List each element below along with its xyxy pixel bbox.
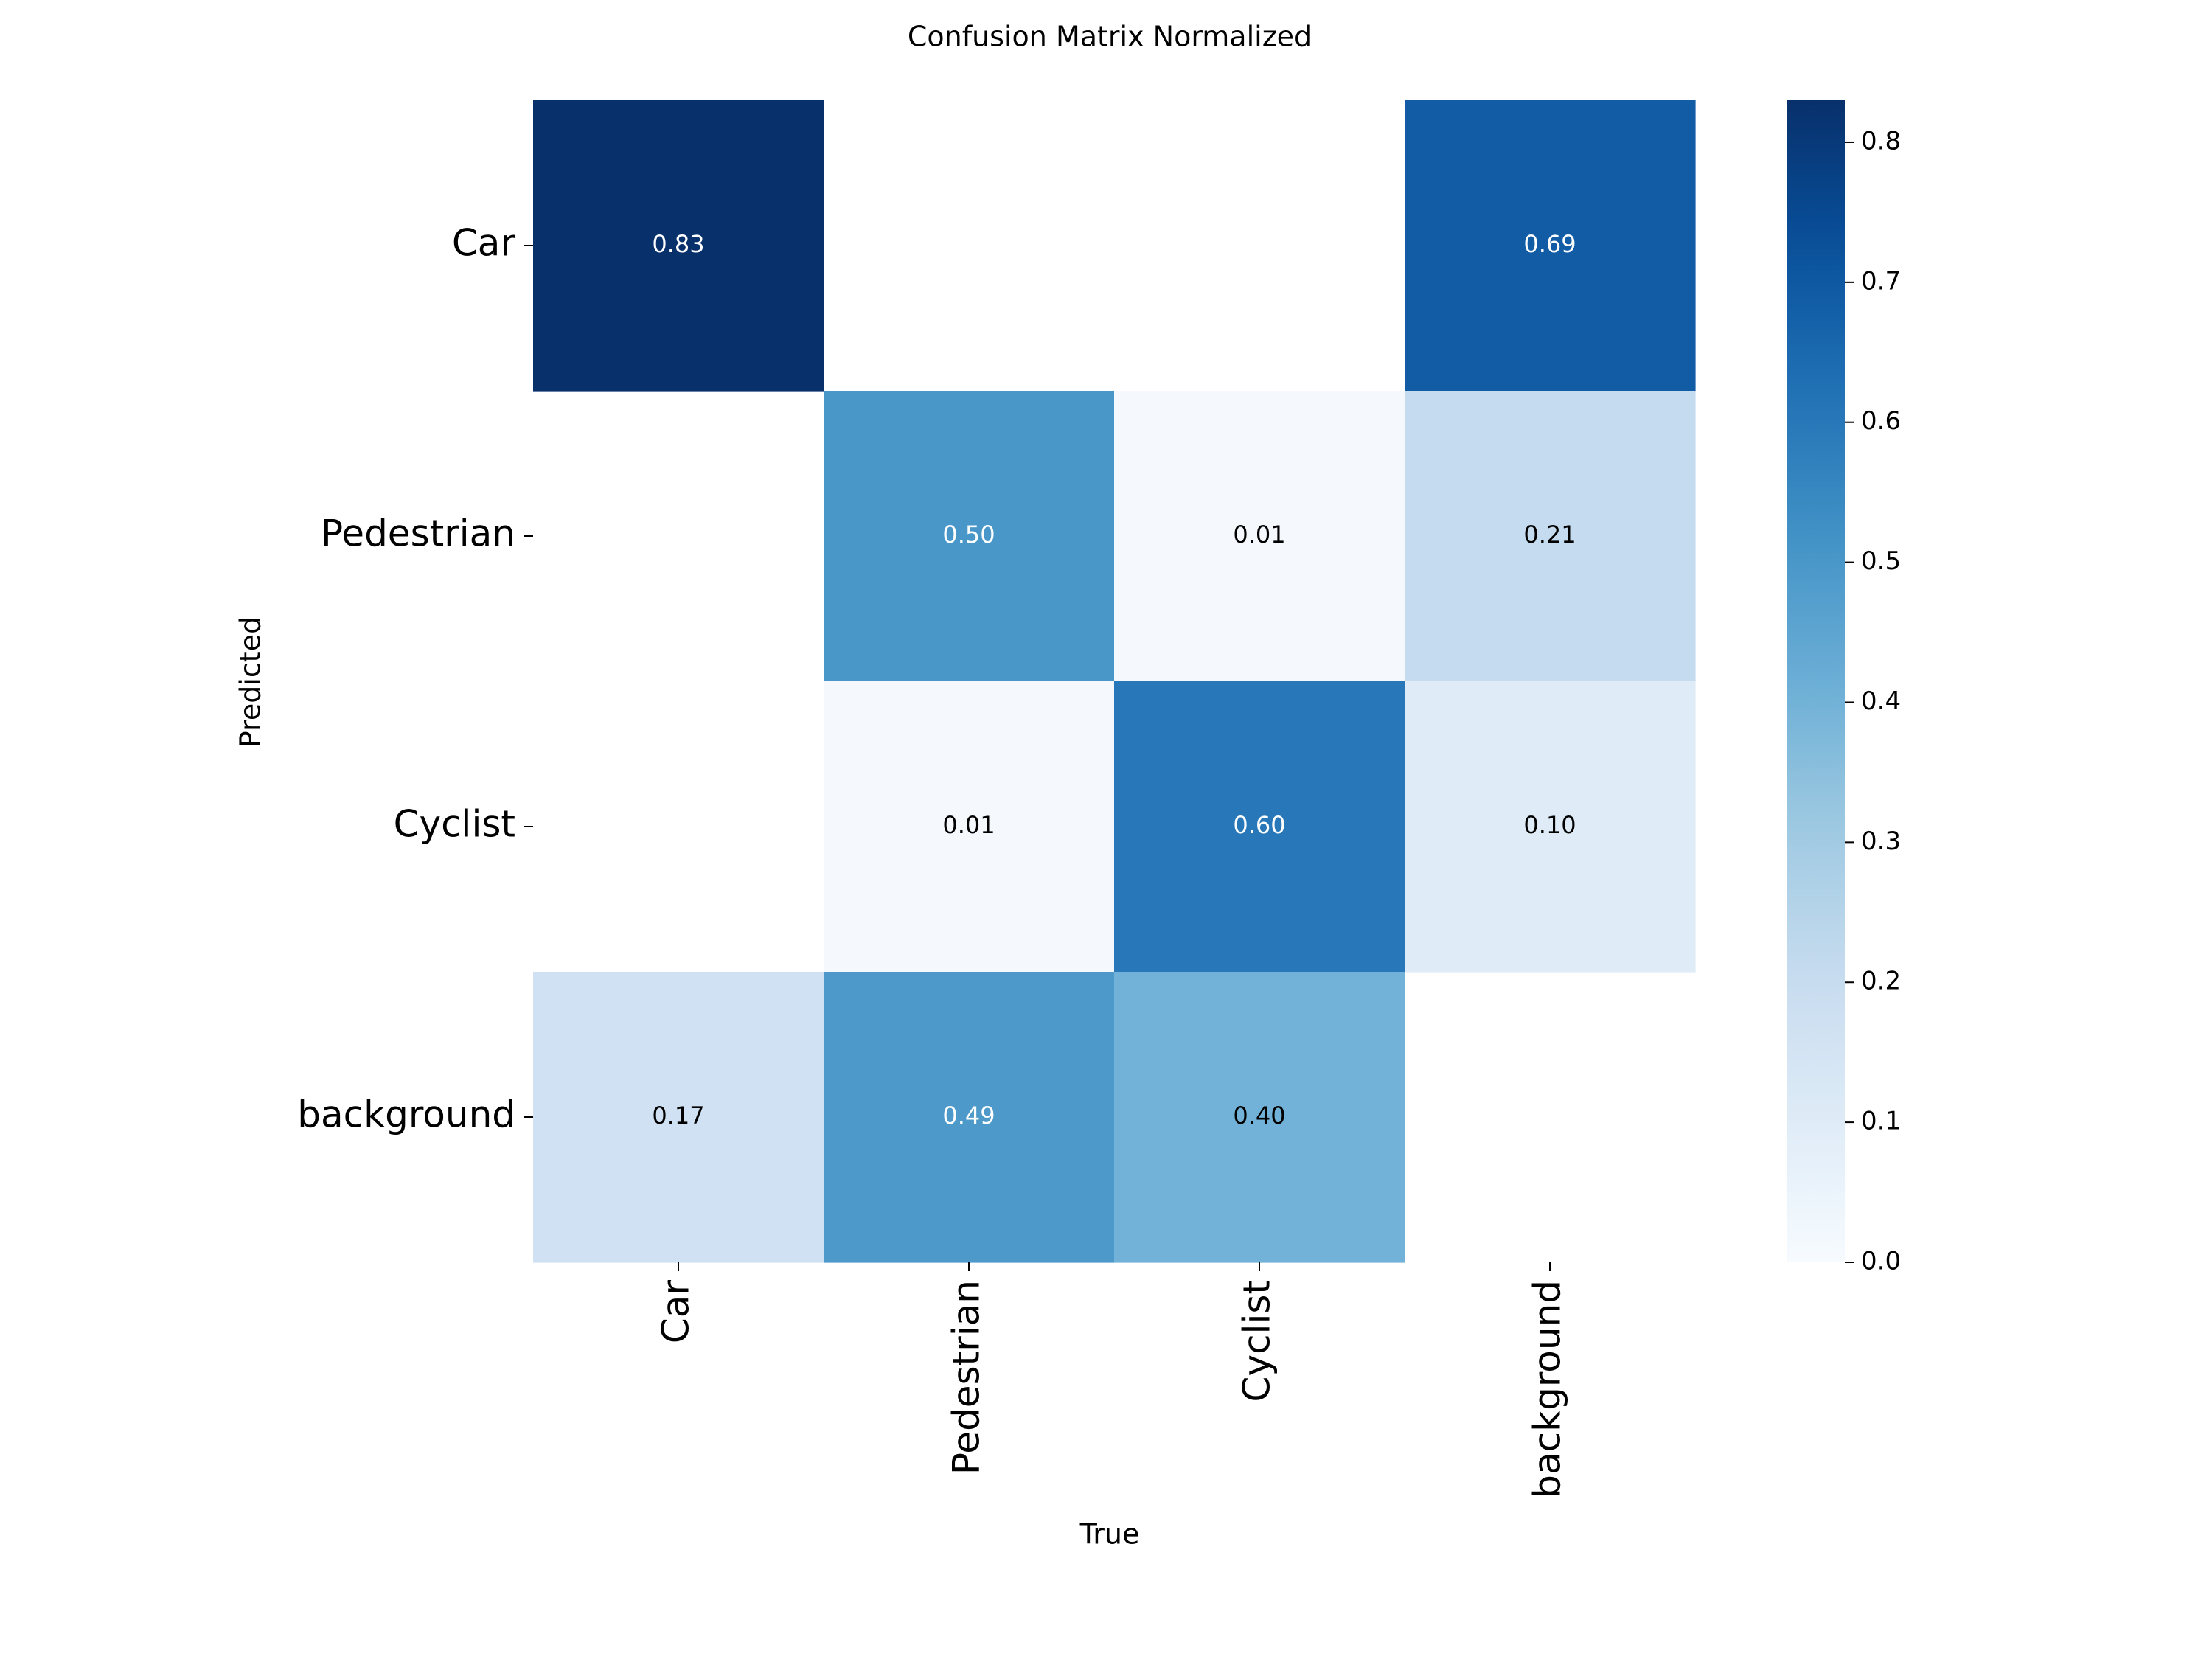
y-tick-label-cyclist: Cyclist xyxy=(394,803,515,846)
cell-background-cyclist-label: 0.40 xyxy=(1233,1102,1285,1130)
x-axis-label: True xyxy=(1079,1518,1140,1551)
cell-car-background xyxy=(1405,100,1696,392)
y-axis-ticks: Car Pedestrian Cyclist background xyxy=(297,222,533,1136)
colorbar-tick-label-0-7: 0.7 xyxy=(1861,266,1901,296)
cell-pedestrian-pedestrian xyxy=(824,391,1115,682)
colorbar: 0.0 0.1 0.2 0.3 0.4 0.5 0.6 0.7 0.8 xyxy=(1787,100,1901,1276)
cell-background-pedestrian-label: 0.49 xyxy=(942,1102,995,1130)
x-tick-label-cyclist: Cyclist xyxy=(1236,1280,1279,1402)
cell-pedestrian-pedestrian-label: 0.50 xyxy=(942,521,995,549)
heatmap-cells: 0.83 0.69 0.50 0.01 0.21 0.01 0.60 0.10 0.17 0.49… xyxy=(533,100,1696,1263)
y-tick-label-pedestrian: Pedestrian xyxy=(321,512,515,555)
y-axis-label: Predicted xyxy=(234,616,267,748)
x-tick-label-background: background xyxy=(1526,1280,1569,1498)
colorbar-tick-label-0-2: 0.2 xyxy=(1861,967,1901,996)
cell-cyclist-cyclist xyxy=(1114,681,1405,973)
cell-background-cyclist xyxy=(1114,972,1405,1263)
cell-cyclist-cyclist-label: 0.60 xyxy=(1233,811,1285,839)
cell-cyclist-pedestrian xyxy=(824,681,1115,973)
cell-background-pedestrian xyxy=(824,972,1115,1263)
cell-background-car xyxy=(533,972,824,1263)
cell-pedestrian-cyclist-label: 0.01 xyxy=(1233,521,1285,549)
chart-title: Confusion Matrix Normalized xyxy=(908,21,1312,53)
cell-cyclist-background-label: 0.10 xyxy=(1523,811,1576,839)
x-tick-label-car: Car xyxy=(655,1280,698,1344)
cell-pedestrian-cyclist xyxy=(1114,391,1405,682)
cell-cyclist-background xyxy=(1405,681,1696,973)
y-tick-label-background: background xyxy=(297,1093,515,1136)
colorbar-tick-label-0-0: 0.0 xyxy=(1861,1247,1901,1276)
cell-car-car-label: 0.83 xyxy=(652,230,704,258)
cell-pedestrian-background xyxy=(1405,391,1696,682)
x-tick-label-pedestrian: Pedestrian xyxy=(945,1280,988,1475)
cell-background-car-label: 0.17 xyxy=(652,1102,704,1130)
y-tick-label-car: Car xyxy=(452,222,516,265)
colorbar-tick-label-0-8: 0.8 xyxy=(1861,126,1901,156)
cell-pedestrian-background-label: 0.21 xyxy=(1523,521,1576,549)
cell-cyclist-pedestrian-label: 0.01 xyxy=(942,811,995,839)
cell-car-background-label: 0.69 xyxy=(1523,230,1576,258)
colorbar-tick-label-0-4: 0.4 xyxy=(1861,686,1901,716)
colorbar-tick-label-0-1: 0.1 xyxy=(1861,1107,1901,1136)
colorbar-tick-label-0-3: 0.3 xyxy=(1861,827,1901,856)
x-axis-ticks: Car Pedestrian Cyclist background xyxy=(655,1262,1569,1498)
colorbar-tick-label-0-6: 0.6 xyxy=(1861,406,1901,436)
colorbar-gradient xyxy=(1787,100,1845,1262)
colorbar-tick-label-0-5: 0.5 xyxy=(1861,546,1901,576)
cell-car-car xyxy=(533,100,824,392)
